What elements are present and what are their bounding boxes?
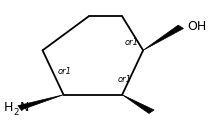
Text: OH: OH [187,20,206,33]
Text: H: H [4,101,13,114]
Text: or1: or1 [57,67,71,76]
Polygon shape [122,95,154,113]
Text: 2: 2 [14,108,19,117]
Polygon shape [143,25,183,50]
Text: or1: or1 [118,75,132,84]
Text: N: N [20,101,29,114]
Text: or1: or1 [124,38,138,47]
Polygon shape [18,95,64,110]
